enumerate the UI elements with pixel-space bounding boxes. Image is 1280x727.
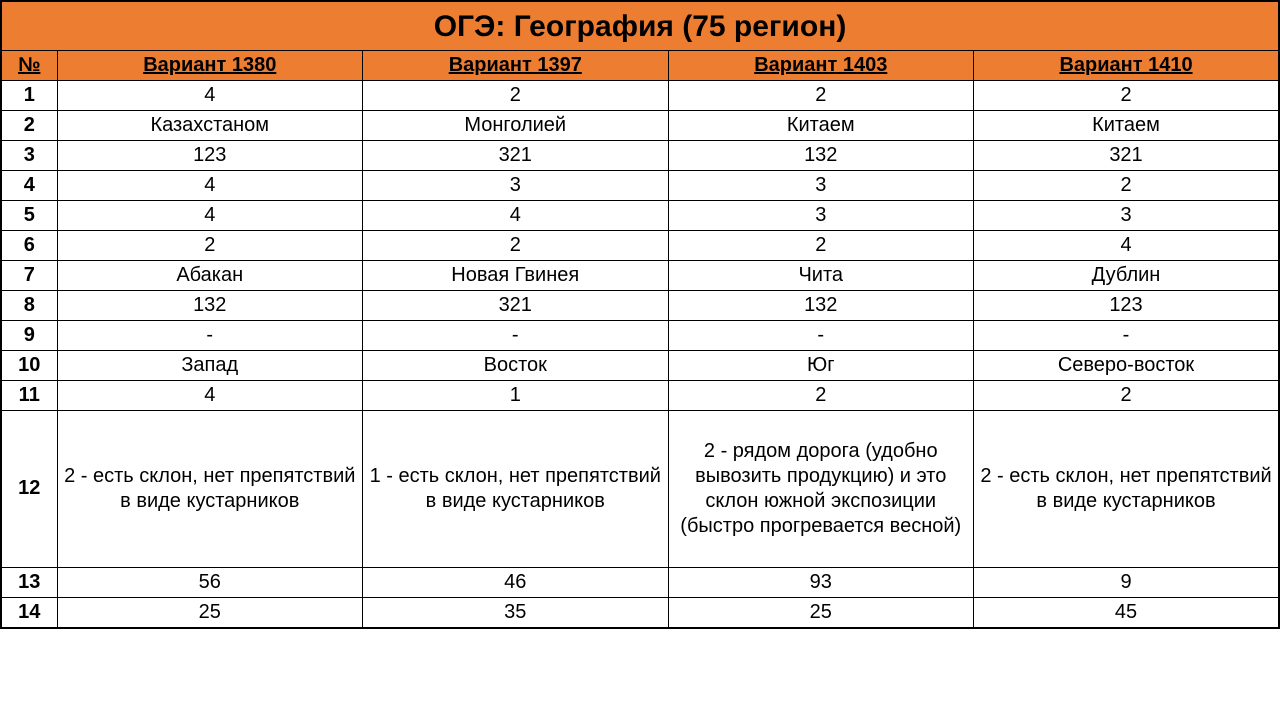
row-number: 1 [1, 80, 57, 110]
row-number: 7 [1, 260, 57, 290]
answer-cell: Монголией [363, 110, 669, 140]
answer-cell: 4 [974, 230, 1280, 260]
answer-cell: - [974, 320, 1280, 350]
answer-cell: Казахстаном [57, 110, 363, 140]
table-row: 6 2 2 2 4 [1, 230, 1279, 260]
answer-cell: - [57, 320, 363, 350]
answer-cell: 123 [974, 290, 1280, 320]
row-number: 14 [1, 597, 57, 628]
answer-cell: Запад [57, 350, 363, 380]
answer-cell: 3 [363, 170, 669, 200]
table-row: 1 4 2 2 2 [1, 80, 1279, 110]
answer-cell: Чита [668, 260, 974, 290]
table-row: 8 132 321 132 123 [1, 290, 1279, 320]
answer-cell: Китаем [668, 110, 974, 140]
answer-cell: Дублин [974, 260, 1280, 290]
row-number: 6 [1, 230, 57, 260]
answer-cell: 3 [668, 200, 974, 230]
table-title: ОГЭ: География (75 регион) [1, 1, 1279, 50]
answer-cell: 35 [363, 597, 669, 628]
answer-cell: Китаем [974, 110, 1280, 140]
row-number: 8 [1, 290, 57, 320]
answer-cell: 4 [363, 200, 669, 230]
answer-cell: Северо-восток [974, 350, 1280, 380]
answer-cell: 4 [57, 170, 363, 200]
row-number: 10 [1, 350, 57, 380]
col-variant-1: Вариант 1397 [363, 50, 669, 80]
col-variant-0: Вариант 1380 [57, 50, 363, 80]
answer-cell: 321 [363, 290, 669, 320]
answer-cell: 1 [363, 380, 669, 410]
answer-cell: 132 [57, 290, 363, 320]
table-row: 5 4 4 3 3 [1, 200, 1279, 230]
answer-cell: 1 - есть склон, нет препятствий в виде к… [363, 410, 669, 567]
answer-cell: Новая Гвинея [363, 260, 669, 290]
answer-cell: 321 [974, 140, 1280, 170]
col-index: № [1, 50, 57, 80]
answer-cell: 25 [668, 597, 974, 628]
table-body: 1 4 2 2 2 2 Казахстаном Монголией Китаем… [1, 80, 1279, 628]
answer-cell: 9 [974, 567, 1280, 597]
answer-cell: 2 [668, 80, 974, 110]
answer-cell: 4 [57, 80, 363, 110]
row-number: 13 [1, 567, 57, 597]
row-number: 3 [1, 140, 57, 170]
answer-cell: 3 [974, 200, 1280, 230]
header-row: № Вариант 1380 Вариант 1397 Вариант 1403… [1, 50, 1279, 80]
row-number: 2 [1, 110, 57, 140]
answer-cell: 2 - рядом дорога (удобно вывозить продук… [668, 410, 974, 567]
answer-cell: 2 [974, 170, 1280, 200]
answer-cell: Юг [668, 350, 974, 380]
row-number: 4 [1, 170, 57, 200]
answers-table: ОГЭ: География (75 регион) № Вариант 138… [0, 0, 1280, 629]
answer-cell: 93 [668, 567, 974, 597]
answer-cell: 2 - есть склон, нет препятствий в виде к… [974, 410, 1280, 567]
table-row: 13 56 46 93 9 [1, 567, 1279, 597]
table-row: 9 - - - - [1, 320, 1279, 350]
table-row: 10 Запад Восток Юг Северо-восток [1, 350, 1279, 380]
col-variant-2: Вариант 1403 [668, 50, 974, 80]
answer-cell: 2 [668, 380, 974, 410]
table-row: 11 4 1 2 2 [1, 380, 1279, 410]
answer-cell: 2 - есть склон, нет препятствий в виде к… [57, 410, 363, 567]
title-row: ОГЭ: География (75 регион) [1, 1, 1279, 50]
col-variant-3: Вариант 1410 [974, 50, 1280, 80]
table-row: 4 4 3 3 2 [1, 170, 1279, 200]
table-row: 12 2 - есть склон, нет препятствий в вид… [1, 410, 1279, 567]
answer-cell: 46 [363, 567, 669, 597]
answer-cell: Восток [363, 350, 669, 380]
answer-cell: 2 [57, 230, 363, 260]
table-row: 3 123 321 132 321 [1, 140, 1279, 170]
table-row: 7 Абакан Новая Гвинея Чита Дублин [1, 260, 1279, 290]
answer-cell: 2 [363, 80, 669, 110]
row-number: 12 [1, 410, 57, 567]
answer-cell: 45 [974, 597, 1280, 628]
row-number: 5 [1, 200, 57, 230]
answer-cell: 321 [363, 140, 669, 170]
answer-cell: 123 [57, 140, 363, 170]
answer-cell: Абакан [57, 260, 363, 290]
row-number: 11 [1, 380, 57, 410]
table-row: 2 Казахстаном Монголией Китаем Китаем [1, 110, 1279, 140]
answer-cell: 132 [668, 290, 974, 320]
answer-cell: - [668, 320, 974, 350]
answer-cell: 25 [57, 597, 363, 628]
answer-cell: 132 [668, 140, 974, 170]
answer-cell: 4 [57, 200, 363, 230]
answer-cell: 2 [974, 380, 1280, 410]
answer-cell: 4 [57, 380, 363, 410]
answer-cell: 2 [363, 230, 669, 260]
answer-cell: 3 [668, 170, 974, 200]
table-row: 14 25 35 25 45 [1, 597, 1279, 628]
answer-cell: 2 [974, 80, 1280, 110]
row-number: 9 [1, 320, 57, 350]
answer-cell: - [363, 320, 669, 350]
answer-cell: 56 [57, 567, 363, 597]
answer-cell: 2 [668, 230, 974, 260]
